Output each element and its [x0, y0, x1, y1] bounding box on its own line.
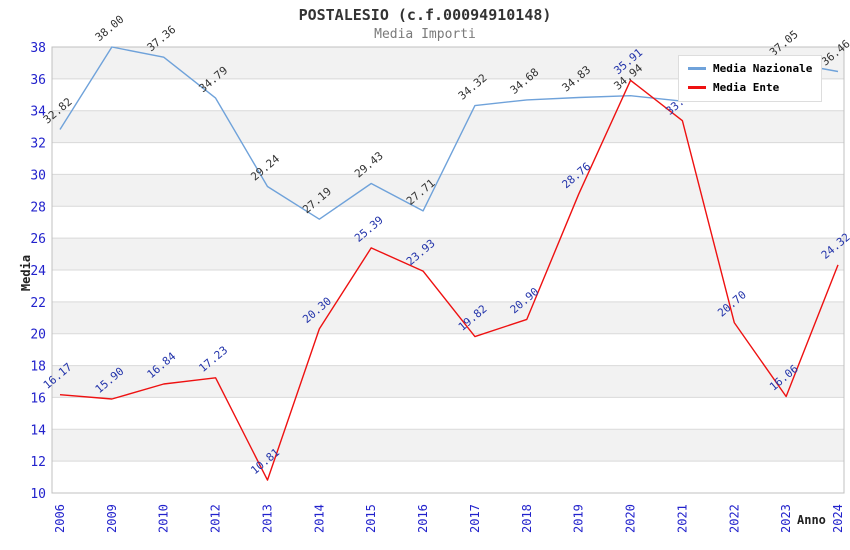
- x-axis-title: Anno: [797, 513, 826, 527]
- x-tick-label: 2021: [675, 504, 689, 533]
- x-tick-label: 2015: [364, 504, 378, 533]
- x-tick-label: 2010: [157, 504, 171, 533]
- x-tick-label: 2009: [105, 504, 119, 533]
- legend-item-media-ente: Media Ente: [688, 81, 812, 94]
- x-tick-label: 2018: [520, 504, 534, 533]
- y-tick-label: 16: [30, 391, 46, 406]
- chart-title: POSTALESIO (c.f.00094910148): [298, 6, 552, 24]
- media-nazionale-line-swatch-icon: [688, 67, 706, 70]
- x-tick-label: 2012: [209, 504, 223, 533]
- x-tick-label: 2024: [831, 504, 845, 533]
- x-tick-label: 2023: [779, 504, 793, 533]
- y-tick-label: 20: [30, 328, 46, 343]
- chart-subtitle: Media Importi: [374, 27, 476, 42]
- grid-band: [52, 238, 844, 270]
- y-tick-label: 38: [30, 41, 46, 56]
- x-tick-label: 2016: [416, 504, 430, 533]
- x-tick-label: 2013: [260, 504, 274, 533]
- x-tick-label: 2014: [312, 504, 326, 533]
- y-tick-label: 26: [30, 232, 46, 247]
- y-tick-label: 34: [30, 105, 46, 120]
- data-label: 38.00: [93, 13, 127, 44]
- x-tick-label: 2020: [624, 504, 638, 533]
- grid-band: [52, 110, 844, 143]
- y-tick-label: 12: [30, 455, 46, 470]
- y-tick-label: 22: [30, 296, 46, 311]
- y-tick-label: 10: [30, 487, 46, 502]
- x-tick-label: 2017: [468, 504, 482, 533]
- legend-label: Media Ente: [713, 81, 780, 94]
- y-tick-label: 28: [30, 200, 46, 215]
- legend-item-media-nazionale: Media Nazionale: [688, 62, 812, 75]
- grid-band: [52, 174, 844, 207]
- grid-band: [52, 365, 844, 398]
- y-tick-label: 30: [30, 168, 46, 183]
- plot-border: [51, 46, 845, 494]
- y-tick-label: 24: [30, 264, 46, 279]
- legend-label: Media Nazionale: [713, 62, 813, 75]
- chart-legend: Media Nazionale Media Ente: [678, 55, 823, 102]
- y-tick-label: 18: [30, 360, 46, 375]
- x-tick-label: 2022: [727, 504, 741, 533]
- y-tick-label: 36: [30, 73, 46, 88]
- x-tick-label: 2019: [572, 504, 586, 533]
- x-tick-label: 2006: [53, 504, 67, 533]
- y-tick-label: 14: [30, 423, 46, 438]
- media-ente-line-swatch-icon: [688, 86, 706, 89]
- grid-band: [52, 429, 844, 462]
- y-tick-label: 32: [30, 137, 46, 152]
- y-axis-title: Media: [19, 254, 34, 292]
- series-line-media-ente: [59, 79, 839, 481]
- grid-band: [52, 301, 844, 334]
